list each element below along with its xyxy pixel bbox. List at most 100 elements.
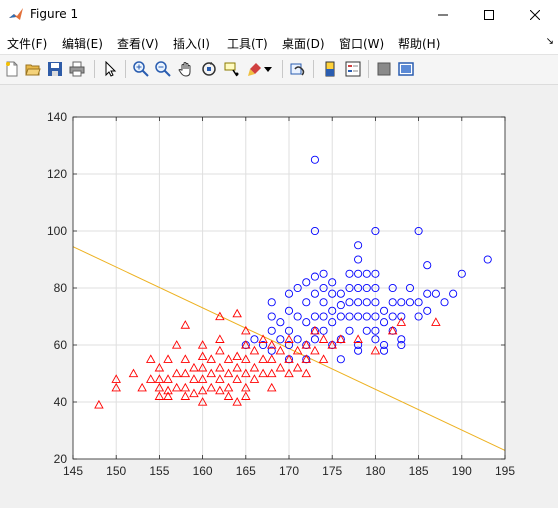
hide-plot-tools-icon[interactable] xyxy=(374,59,394,79)
data-point-circle xyxy=(379,306,389,315)
new-figure-icon[interactable] xyxy=(2,59,22,79)
maximize-button[interactable] xyxy=(466,0,512,30)
zoom-out-icon[interactable] xyxy=(153,59,173,79)
menu-desktop[interactable]: 桌面(D) xyxy=(282,37,325,51)
data-point-triangle xyxy=(180,354,191,363)
y-tick-label: 140 xyxy=(47,110,67,124)
close-button[interactable] xyxy=(512,0,558,30)
data-point-triangle xyxy=(241,325,251,335)
data-point-circle xyxy=(310,226,319,236)
data-point-triangle xyxy=(154,362,165,372)
legend-icon[interactable] xyxy=(343,59,363,79)
data-point-circle xyxy=(379,340,389,350)
data-point-circle xyxy=(302,318,311,327)
link-plot-icon[interactable] xyxy=(288,59,308,79)
data-point-triangle xyxy=(310,345,320,355)
data-cursor-icon[interactable] xyxy=(222,59,242,79)
data-point-triangle xyxy=(258,334,268,343)
data-point-circle xyxy=(284,289,294,298)
data-point-circle xyxy=(310,289,319,298)
data-point-triangle xyxy=(206,354,217,363)
data-point-triangle xyxy=(215,345,225,355)
data-point-circle xyxy=(362,298,371,307)
data-point-circle xyxy=(397,298,406,307)
data-point-circle xyxy=(284,340,294,350)
x-tick-label: 150 xyxy=(106,464,126,478)
menu-window[interactable]: 窗口(W) xyxy=(339,37,385,51)
x-tick-label: 190 xyxy=(452,464,472,478)
data-point-circle xyxy=(423,289,432,298)
colorbar-icon[interactable] xyxy=(320,59,340,79)
data-point-circle xyxy=(449,289,458,298)
x-tick-label: 145 xyxy=(63,464,83,478)
scatter-plot[interactable]: 145 150 155 160 165 170 175 180 185 190 195 20 40 60 8… xyxy=(0,85,558,504)
x-tick-label: 165 xyxy=(236,464,256,478)
data-point-triangle xyxy=(223,382,234,392)
menu-file[interactable]: 文件(F) xyxy=(7,37,48,51)
data-point-triangle xyxy=(189,388,199,398)
data-point-triangle xyxy=(215,334,225,343)
pan-hand-icon[interactable] xyxy=(176,59,196,79)
data-point-circle xyxy=(371,269,380,278)
data-point-triangle xyxy=(223,368,234,378)
data-point-triangle xyxy=(249,345,260,355)
data-point-circle xyxy=(379,346,389,355)
data-point-triangle xyxy=(284,334,294,343)
brush-dropdown-icon[interactable] xyxy=(262,59,274,79)
data-point-circle xyxy=(250,335,259,344)
data-point-circle xyxy=(354,255,363,264)
data-point-circle xyxy=(362,283,371,293)
data-point-circle xyxy=(440,298,449,307)
pointer-icon[interactable] xyxy=(100,59,120,79)
menu-edit[interactable]: 编辑(E) xyxy=(62,37,103,51)
data-point-circle xyxy=(431,289,440,298)
data-point-triangle xyxy=(154,391,165,400)
data-point-triangle xyxy=(387,325,398,335)
zoom-in-icon[interactable] xyxy=(131,59,151,79)
data-point-triangle xyxy=(292,345,303,355)
x-tick-label: 185 xyxy=(409,464,429,478)
minimize-button[interactable] xyxy=(420,0,466,30)
y-tick-label: 20 xyxy=(54,452,68,466)
title-bar: Figure 1 xyxy=(0,0,558,30)
data-point-circle xyxy=(293,283,302,293)
data-point-circle xyxy=(328,306,337,315)
data-point-circle xyxy=(284,306,294,315)
data-point-triangle xyxy=(163,354,173,363)
data-point-circle xyxy=(267,346,276,355)
print-icon[interactable] xyxy=(67,59,87,79)
data-point-triangle xyxy=(241,382,251,392)
data-point-circle xyxy=(336,355,345,364)
data-point-circle xyxy=(423,306,432,315)
maximize-icon xyxy=(484,10,494,20)
open-file-icon[interactable] xyxy=(23,59,43,79)
data-point-triangle xyxy=(197,385,208,395)
rotate-3d-icon[interactable] xyxy=(199,59,219,79)
y-tick-label: 60 xyxy=(54,338,68,352)
show-plot-tools-icon[interactable] xyxy=(396,59,416,79)
data-point-circle xyxy=(345,326,354,335)
data-point-triangle xyxy=(197,362,208,372)
data-point-circle xyxy=(310,155,319,164)
data-point-triangle xyxy=(180,382,191,392)
brush-icon[interactable] xyxy=(245,59,265,79)
save-icon[interactable] xyxy=(45,59,65,79)
data-point-triangle xyxy=(241,340,251,349)
data-point-triangle xyxy=(189,362,199,372)
data-point-triangle xyxy=(189,374,199,383)
menu-tools[interactable]: 工具(T) xyxy=(227,37,268,51)
menu-view[interactable]: 查看(V) xyxy=(117,37,159,51)
data-point-triangle xyxy=(232,397,242,406)
data-point-circle xyxy=(414,312,423,321)
x-tick-label: 180 xyxy=(365,464,385,478)
menu-insert[interactable]: 插入(I) xyxy=(173,37,210,51)
dock-arrow-icon[interactable]: ↘ xyxy=(545,36,554,47)
data-point-triangle xyxy=(275,345,286,355)
data-point-circle xyxy=(354,283,363,293)
data-point-triangle xyxy=(171,368,182,378)
y-tick-label: 100 xyxy=(47,224,67,238)
data-point-triangle xyxy=(197,374,208,383)
x-tick-label: 170 xyxy=(279,464,299,478)
menu-help[interactable]: 帮助(H) xyxy=(398,37,441,51)
matlab-logo-icon xyxy=(8,7,24,23)
